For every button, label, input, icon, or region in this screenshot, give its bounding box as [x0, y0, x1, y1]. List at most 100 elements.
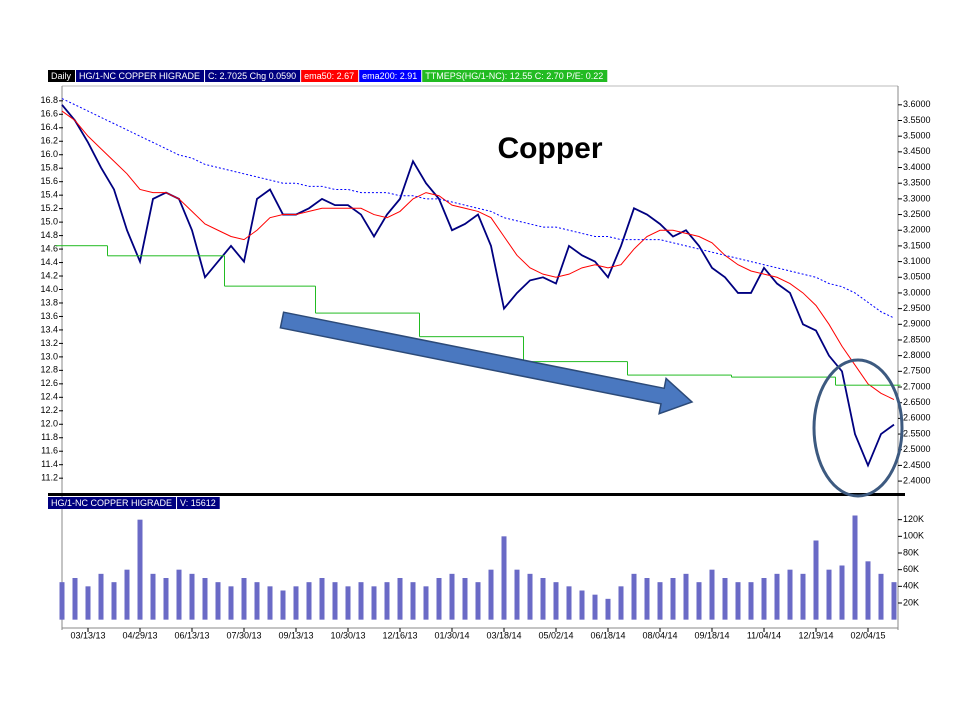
volume-bar — [540, 578, 546, 620]
trend-arrow — [279, 311, 694, 415]
y-tick-label: 120K — [903, 514, 924, 524]
volume-bar — [839, 565, 845, 620]
quote-label: C: 2.7025 Chg 0.0590 — [208, 71, 296, 81]
volume-bar — [124, 569, 130, 620]
volume-bar — [280, 590, 286, 620]
volume-bar — [501, 536, 507, 620]
volume-bar — [579, 590, 585, 620]
y-tick-label: 3.1000 — [903, 256, 931, 266]
volume-bar — [670, 578, 676, 620]
header-box — [48, 497, 177, 509]
volume-bar — [423, 586, 429, 620]
y2-tick-label: 11.8 — [41, 432, 58, 442]
volume-bar — [683, 573, 689, 620]
volume-bar — [319, 578, 325, 620]
x-tick-label: 06/18/14 — [590, 630, 625, 640]
volume-bar — [189, 573, 195, 620]
volume-bar — [98, 573, 104, 620]
y-tick-label: 2.6500 — [903, 397, 931, 407]
y-tick-label: 3.3500 — [903, 178, 931, 188]
x-tick-label: 06/13/13 — [174, 630, 209, 640]
x-tick-label: 09/18/14 — [694, 630, 729, 640]
volume-bar — [436, 578, 442, 620]
volume-bar — [644, 578, 650, 620]
y-tick-label: 80K — [903, 547, 919, 557]
y-tick-label: 3.0000 — [903, 287, 931, 297]
volume-bar — [410, 582, 416, 620]
volume-bar — [228, 586, 234, 620]
header-box — [177, 497, 220, 509]
volume-bar — [163, 578, 169, 620]
x-tick-label: 02/04/15 — [850, 630, 885, 640]
y2-tick-label: 13.6 — [40, 311, 58, 321]
volume-bar — [202, 578, 208, 620]
y-tick-label: 100K — [903, 531, 924, 541]
y2-tick-label: 15.4 — [40, 190, 58, 200]
y2-tick-label: 13.8 — [40, 297, 58, 307]
y2-tick-label: 15.0 — [40, 216, 58, 226]
x-tick-label: 03/18/14 — [486, 630, 521, 640]
volume-bar — [774, 573, 780, 620]
ema-line — [61, 98, 895, 319]
x-tick-label: 08/04/14 — [642, 630, 677, 640]
legend-entry: HG/1-NC COPPER HIGRADE — [79, 71, 200, 81]
y2-tick-label: 14.6 — [40, 243, 58, 253]
volume-bar — [371, 586, 377, 620]
volume-bar — [59, 582, 65, 620]
x-tick-label: 12/19/14 — [798, 630, 833, 640]
y2-tick-label: 16.8 — [40, 95, 58, 105]
volume-bar — [566, 586, 572, 620]
volume-bar — [111, 582, 117, 620]
y2-tick-label: 12.2 — [40, 405, 58, 415]
volume-bar — [293, 586, 299, 620]
volume-bar — [241, 578, 247, 620]
y2-tick-label: 11.2 — [41, 473, 58, 483]
volume-bar — [826, 569, 832, 620]
y-tick-label: 3.4000 — [903, 162, 931, 172]
y2-tick-label: 11.4 — [41, 459, 58, 469]
y2-tick-label: 13.0 — [40, 351, 58, 361]
volume-bar — [800, 573, 806, 620]
y2-tick-label: 13.4 — [40, 324, 58, 334]
volume-bar — [735, 582, 741, 620]
volume-bar — [488, 569, 494, 620]
x-tick-label: 10/30/13 — [330, 630, 365, 640]
y2-tick-label: 16.6 — [40, 109, 58, 119]
y-tick-label: 3.4500 — [903, 146, 931, 156]
volume-bar — [813, 540, 819, 620]
volume-bar — [553, 582, 559, 620]
volume-bar — [267, 586, 273, 620]
y-tick-label: 2.5000 — [903, 444, 931, 454]
volume-bar — [657, 582, 663, 620]
y-tick-label: 2.8000 — [903, 350, 931, 360]
header-box — [205, 70, 301, 82]
volume-bar — [475, 582, 481, 620]
volume-bar — [215, 582, 221, 620]
volume-label: V: 15612 — [180, 498, 216, 508]
x-tick-label: 01/30/14 — [434, 630, 469, 640]
y2-tick-label: 14.8 — [40, 230, 58, 240]
volume-bar — [72, 578, 78, 620]
volume-bar — [150, 573, 156, 620]
y-tick-label: 2.8500 — [903, 334, 931, 344]
legend-entry: TTMEPS(HG/1-NC): 12.55 C: 2.70 P/E: 0.22 — [425, 71, 603, 81]
y-tick-label: 3.3000 — [903, 193, 931, 203]
volume-bar — [696, 582, 702, 620]
y-tick-label: 3.1500 — [903, 240, 931, 250]
volume-bar — [709, 569, 715, 620]
y2-tick-label: 14.4 — [40, 257, 58, 267]
y-tick-label: 20K — [903, 597, 919, 607]
y2-tick-label: 14.2 — [40, 270, 58, 280]
volume-bar — [878, 573, 884, 620]
x-tick-label: 04/29/13 — [122, 630, 157, 640]
y2-tick-label: 13.2 — [40, 338, 58, 348]
y2-tick-label: 16.4 — [40, 122, 58, 132]
y-tick-label: 2.5500 — [903, 428, 931, 438]
volume-bar — [852, 515, 858, 620]
y-tick-label: 3.0500 — [903, 272, 931, 282]
volume-bar — [449, 573, 455, 620]
header-box — [301, 70, 359, 82]
volume-bar — [137, 519, 143, 620]
x-tick-label: 07/30/13 — [226, 630, 261, 640]
y-tick-label: 2.9000 — [903, 319, 931, 329]
